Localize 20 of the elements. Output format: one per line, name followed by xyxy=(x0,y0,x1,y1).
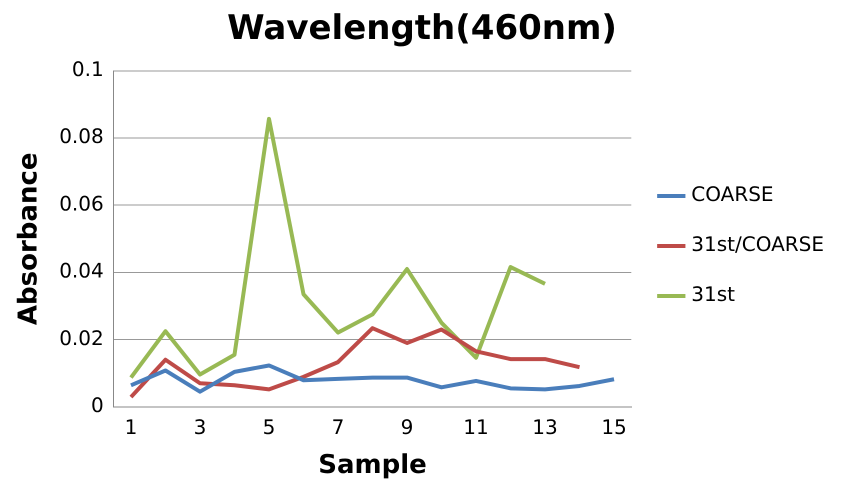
legend-label: 31st/COARSE xyxy=(691,232,824,256)
legend-label: 31st xyxy=(691,282,736,306)
x-tick-label: 11 xyxy=(463,415,489,440)
y-tick-label: 0.1 xyxy=(72,57,104,82)
x-tick-label: 9 xyxy=(400,415,414,440)
y-tick-label: 0.04 xyxy=(59,258,104,283)
x-tick-label: 7 xyxy=(332,415,344,440)
y-axis-title: Absorbance xyxy=(13,152,44,326)
y-tick-label: 0 xyxy=(90,393,104,418)
legend-label: COARSE xyxy=(691,182,774,206)
y-tick-label: 0.08 xyxy=(59,124,104,148)
x-tick-label: 13 xyxy=(532,415,558,440)
x-tick-label: 5 xyxy=(262,415,276,440)
chart-title: Wavelength(460nm) xyxy=(227,8,617,48)
x-axis-title: Sample xyxy=(318,450,427,480)
x-tick-label: 3 xyxy=(194,415,206,440)
y-tick-label: 0.02 xyxy=(59,326,104,350)
x-tick-label: 1 xyxy=(124,415,138,440)
x-tick-label: 15 xyxy=(601,415,627,440)
y-tick-label: 0.06 xyxy=(59,191,104,216)
